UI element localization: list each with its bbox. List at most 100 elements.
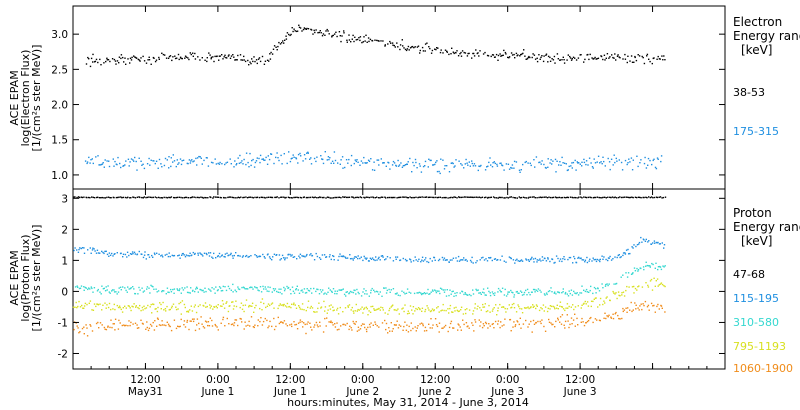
- data-point: [447, 308, 449, 310]
- data-point: [98, 327, 100, 329]
- data-point: [222, 58, 224, 60]
- data-point: [570, 165, 572, 167]
- data-point: [300, 197, 303, 199]
- data-point: [99, 322, 102, 324]
- data-point: [514, 197, 516, 199]
- data-point: [402, 307, 404, 309]
- data-point: [363, 307, 366, 309]
- data-point: [73, 249, 75, 252]
- data-point: [620, 196, 623, 199]
- data-point: [500, 55, 502, 57]
- data-point: [226, 161, 229, 163]
- data-point: [548, 318, 550, 321]
- data-point: [561, 156, 563, 159]
- data-point: [626, 285, 628, 288]
- data-point: [137, 58, 139, 61]
- data-point: [193, 253, 196, 255]
- data-point: [419, 52, 421, 54]
- data-point: [264, 60, 267, 62]
- data-point: [209, 317, 211, 319]
- x-tick-label: 12:00: [275, 374, 305, 386]
- data-point: [471, 256, 473, 259]
- data-point: [545, 167, 547, 169]
- data-point: [615, 292, 617, 294]
- data-point: [108, 255, 110, 257]
- data-point: [349, 325, 351, 327]
- data-point: [400, 162, 402, 164]
- data-point: [529, 307, 532, 309]
- data-point: [439, 287, 442, 289]
- data-point: [114, 160, 116, 163]
- data-point: [397, 46, 399, 48]
- data-point: [581, 317, 583, 320]
- data-point: [416, 167, 418, 169]
- data-point: [198, 322, 200, 325]
- data-point: [197, 56, 199, 58]
- data-point: [233, 166, 235, 168]
- data-point: [434, 289, 436, 291]
- data-point: [638, 55, 641, 57]
- data-point: [436, 290, 439, 292]
- data-point: [292, 154, 294, 156]
- data-point: [216, 326, 218, 328]
- data-point: [106, 304, 108, 306]
- data-point: [444, 324, 447, 327]
- data-point: [525, 319, 527, 322]
- data-point: [648, 58, 650, 60]
- data-point: [205, 252, 208, 255]
- data-point: [520, 169, 522, 171]
- data-point: [187, 162, 189, 165]
- data-point: [496, 163, 498, 166]
- data-point: [155, 288, 157, 290]
- data-point: [231, 301, 233, 303]
- data-point: [622, 274, 624, 276]
- data-point: [234, 289, 236, 291]
- data-point: [181, 300, 184, 302]
- data-point: [146, 326, 148, 329]
- data-point: [201, 57, 203, 59]
- data-point: [204, 196, 206, 199]
- data-point: [367, 314, 369, 316]
- data-point: [448, 171, 451, 173]
- data-point: [640, 236, 642, 239]
- data-point: [450, 293, 452, 295]
- data-point: [551, 58, 553, 60]
- data-point: [481, 196, 484, 198]
- data-point: [384, 312, 386, 314]
- data-point: [324, 151, 326, 153]
- data-point: [304, 323, 306, 326]
- data-point: [170, 196, 173, 198]
- data-point: [505, 53, 507, 55]
- data-point: [333, 255, 335, 258]
- data-point: [319, 321, 321, 323]
- data-point: [643, 268, 645, 271]
- data-point: [486, 54, 489, 57]
- data-point: [602, 258, 604, 260]
- data-point: [333, 162, 335, 164]
- data-point: [195, 311, 198, 314]
- data-point: [525, 58, 527, 60]
- data-point: [97, 196, 99, 198]
- data-point: [634, 55, 636, 58]
- data-point: [319, 289, 322, 291]
- data-point: [488, 290, 490, 293]
- data-point: [232, 257, 234, 259]
- data-point: [325, 256, 328, 258]
- data-point: [532, 304, 534, 306]
- data-point: [452, 257, 455, 259]
- data-point: [107, 196, 110, 198]
- data-point: [447, 197, 449, 199]
- data-point: [358, 329, 360, 331]
- data-point: [307, 289, 310, 292]
- data-point: [569, 196, 572, 198]
- data-point: [258, 57, 261, 59]
- data-point: [251, 159, 253, 162]
- data-point: [156, 325, 158, 327]
- data-point: [122, 286, 124, 288]
- data-point: [567, 196, 569, 199]
- data-point: [663, 266, 665, 268]
- data-point: [299, 253, 302, 255]
- data-point: [376, 291, 379, 293]
- electron-y-axis: 1.01.52.02.53.0: [51, 29, 725, 182]
- data-point: [210, 161, 213, 164]
